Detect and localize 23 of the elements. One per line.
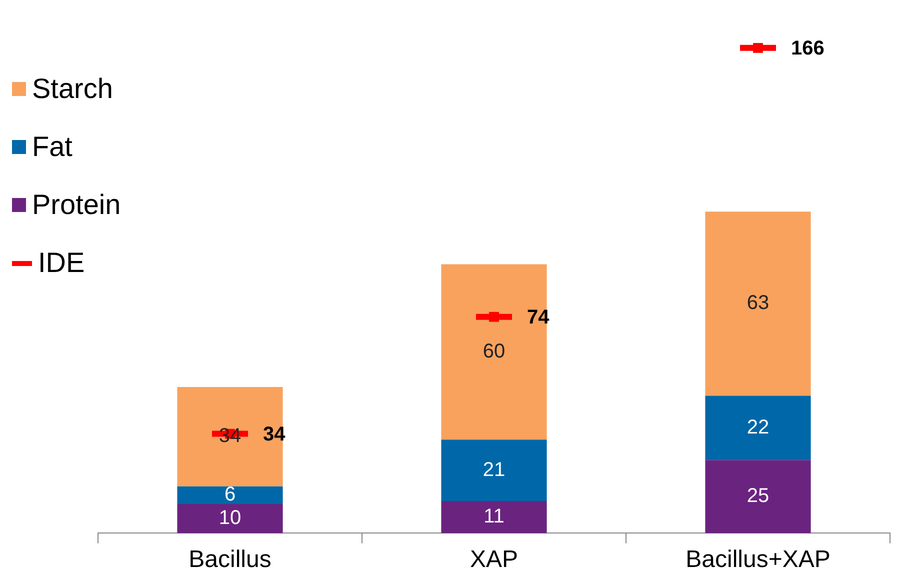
bar: [705, 396, 811, 460]
bar: [705, 460, 811, 534]
data-label: 63: [746, 292, 770, 314]
x-tick-label: Bacillus+XAP: [686, 546, 830, 574]
data-label: 6: [224, 484, 236, 506]
bar: [177, 504, 283, 534]
bar: [441, 440, 547, 502]
data-label: 166: [791, 37, 824, 60]
legend-label: Fat: [32, 131, 72, 163]
data-label: 10: [218, 507, 242, 530]
data-label: 22: [746, 416, 770, 438]
legend-label: Protein: [32, 189, 121, 221]
data-label: 60: [482, 340, 506, 362]
legend-label: Starch: [32, 73, 113, 105]
bar: [441, 501, 547, 534]
legend-label: IDE: [38, 247, 85, 279]
data-label: 11: [484, 506, 504, 528]
x-tick-label: Bacillus: [188, 546, 272, 574]
data-label: 21: [482, 458, 506, 481]
x-tick-label: XAP: [470, 546, 518, 574]
bar: [177, 486, 283, 504]
bar: [705, 212, 811, 396]
data-label: 25: [746, 485, 770, 508]
